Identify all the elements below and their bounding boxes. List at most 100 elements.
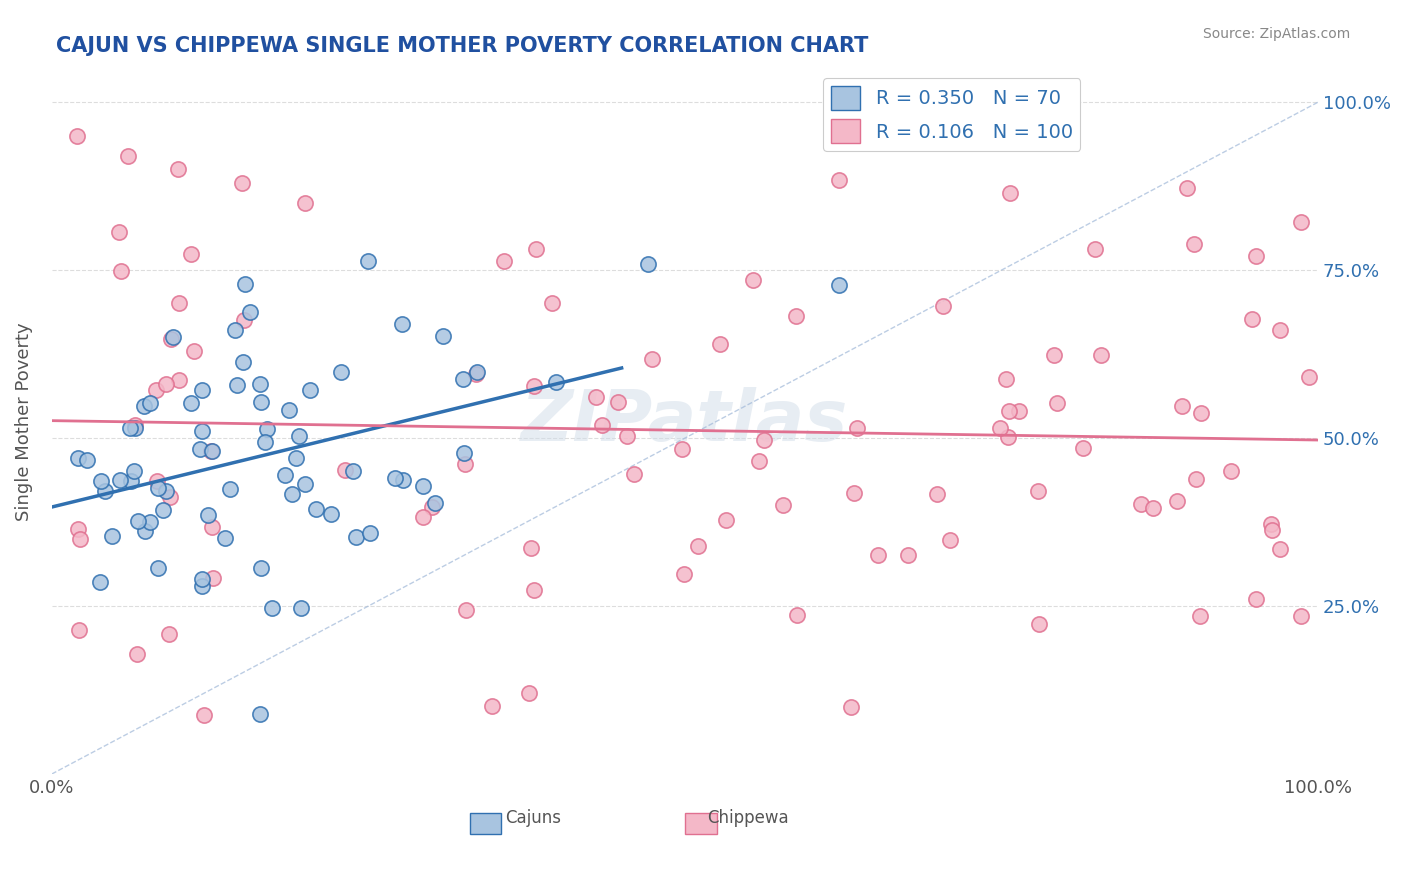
Cajuns: [118, 421, 141, 435]
Cajuns: [191, 424, 214, 438]
FancyBboxPatch shape: [470, 813, 502, 834]
Cajuns: [90, 475, 112, 489]
Chippewa: [988, 421, 1011, 435]
Chippewa: [714, 513, 737, 527]
Chippewa: [420, 500, 443, 514]
Chippewa: [481, 698, 503, 713]
Cajuns: [214, 531, 236, 545]
Cajuns: [180, 396, 202, 410]
Chippewa: [1008, 404, 1031, 418]
Chippewa: [159, 490, 181, 504]
Chippewa: [607, 394, 630, 409]
Cajuns: [127, 514, 149, 528]
Text: Source: ZipAtlas.com: Source: ZipAtlas.com: [1202, 27, 1350, 41]
Chippewa: [157, 627, 180, 641]
Chippewa: [523, 378, 546, 392]
Chippewa: [673, 567, 696, 582]
Cajuns: [294, 477, 316, 491]
Chippewa: [1298, 370, 1320, 384]
Chippewa: [742, 273, 765, 287]
Cajuns: [277, 403, 299, 417]
Chippewa: [932, 299, 955, 313]
Cajuns: [134, 524, 156, 539]
Chippewa: [155, 377, 177, 392]
Cajuns: [100, 529, 122, 543]
Cajuns: [188, 442, 211, 456]
Chippewa: [748, 453, 770, 467]
Cajuns: [249, 707, 271, 722]
Chippewa: [412, 510, 434, 524]
Chippewa: [1289, 215, 1312, 229]
Cajuns: [155, 483, 177, 498]
Cajuns: [94, 483, 117, 498]
Chippewa: [1240, 312, 1263, 326]
Cajuns: [288, 429, 311, 443]
Cajuns: [108, 474, 131, 488]
Chippewa: [180, 246, 202, 260]
Chippewa: [124, 417, 146, 432]
Chippewa: [994, 372, 1017, 386]
Cajuns: [201, 444, 224, 458]
Cajuns: [225, 377, 247, 392]
Cajuns: [344, 530, 367, 544]
Cajuns: [256, 422, 278, 436]
Chippewa: [201, 520, 224, 534]
Cajuns: [122, 464, 145, 478]
Cajuns: [139, 515, 162, 529]
Chippewa: [839, 700, 862, 714]
Text: CAJUN VS CHIPPEWA SINGLE MOTHER POVERTY CORRELATION CHART: CAJUN VS CHIPPEWA SINGLE MOTHER POVERTY …: [56, 36, 869, 55]
Chippewa: [517, 686, 540, 700]
Chippewa: [1185, 472, 1208, 486]
Chippewa: [1188, 609, 1211, 624]
Chippewa: [145, 383, 167, 397]
Chippewa: [585, 390, 607, 404]
Chippewa: [110, 264, 132, 278]
Chippewa: [1189, 406, 1212, 420]
Cajuns: [329, 365, 352, 379]
Cajuns: [89, 575, 111, 590]
Cajuns: [219, 483, 242, 497]
Chippewa: [671, 442, 693, 456]
Chippewa: [232, 313, 254, 327]
Chippewa: [231, 176, 253, 190]
Chippewa: [754, 434, 776, 448]
Cajuns: [67, 450, 90, 465]
Cajuns: [544, 375, 567, 389]
Chippewa: [1244, 249, 1267, 263]
Cajuns: [224, 322, 246, 336]
Cajuns: [290, 601, 312, 615]
Chippewa: [294, 195, 316, 210]
Text: ZIPatlas: ZIPatlas: [522, 387, 849, 456]
Cajuns: [298, 383, 321, 397]
Chippewa: [1166, 494, 1188, 508]
Cajuns: [152, 503, 174, 517]
Cajuns: [139, 396, 162, 410]
Chippewa: [524, 243, 547, 257]
Chippewa: [1260, 517, 1282, 532]
Chippewa: [868, 549, 890, 563]
Cajuns: [432, 328, 454, 343]
Chippewa: [202, 571, 225, 585]
Chippewa: [183, 343, 205, 358]
Chippewa: [1084, 243, 1107, 257]
Cajuns: [249, 377, 271, 392]
Chippewa: [1270, 542, 1292, 557]
Cajuns: [425, 496, 447, 510]
Cajuns: [232, 355, 254, 369]
Cajuns: [284, 451, 307, 466]
Chippewa: [1244, 591, 1267, 606]
Y-axis label: Single Mother Poverty: Single Mother Poverty: [15, 322, 32, 521]
Chippewa: [69, 532, 91, 546]
Chippewa: [541, 296, 564, 310]
Chippewa: [494, 253, 516, 268]
Cajuns: [391, 317, 413, 331]
Cajuns: [190, 383, 212, 397]
Cajuns: [76, 453, 98, 467]
Chippewa: [623, 467, 645, 482]
Chippewa: [1073, 442, 1095, 456]
Chippewa: [998, 404, 1021, 418]
Chippewa: [1268, 323, 1291, 337]
Cajuns: [146, 561, 169, 575]
Chippewa: [523, 582, 546, 597]
Cajuns: [134, 399, 156, 413]
